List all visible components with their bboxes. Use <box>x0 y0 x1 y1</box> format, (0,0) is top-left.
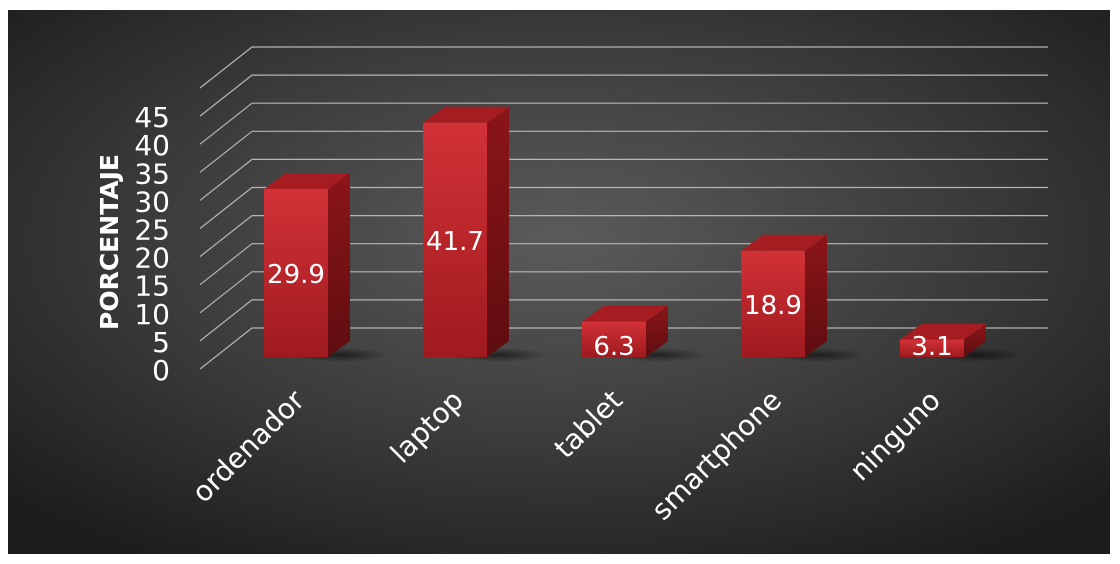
gridline <box>199 158 1048 201</box>
chart-frame: 0 5 10 15 20 25 30 35 40 45 PORCENTAJE 29.9 41.7 6.… <box>8 10 1110 554</box>
gridline <box>199 74 1048 117</box>
bar-front <box>900 339 964 357</box>
y-axis-label: PORCENTAJE <box>95 154 124 330</box>
gridline <box>199 102 1048 145</box>
bar-front <box>741 250 805 357</box>
gridline <box>199 186 1048 229</box>
chart-background <box>8 10 1110 554</box>
bar-laptop <box>423 106 509 358</box>
y-tick-label: 45 <box>134 101 170 134</box>
data-labels: 29.9 41.7 6.3 18.9 3.1 <box>267 227 953 362</box>
gridline <box>199 46 1048 89</box>
bar-ordenador <box>264 172 350 357</box>
data-label: 41.7 <box>426 227 484 257</box>
bar-top <box>423 106 509 123</box>
y-tick-label: 40 <box>134 129 170 162</box>
bar-top <box>900 323 986 340</box>
bar-side <box>487 106 509 358</box>
bar-top <box>582 305 668 322</box>
y-tick-label: 0 <box>152 354 170 387</box>
y-tick-label: 10 <box>134 298 170 331</box>
data-label: 29.9 <box>267 260 325 290</box>
data-label: 18.9 <box>744 291 802 321</box>
y-tick-label: 20 <box>134 242 170 275</box>
y-tick-label: 5 <box>152 326 170 359</box>
bar-smartphone <box>741 234 827 357</box>
bar-side <box>805 234 827 357</box>
bar-front <box>423 122 487 357</box>
bar-tablet <box>582 305 668 357</box>
gridline <box>199 130 1048 173</box>
bar-side <box>964 323 986 357</box>
bar-ninguno <box>900 323 986 357</box>
y-tick-label: 25 <box>134 214 170 247</box>
bars <box>264 106 986 358</box>
bar-side <box>328 172 350 357</box>
bar-side <box>646 305 668 357</box>
bar-top <box>741 234 827 251</box>
gridline <box>199 215 1048 258</box>
data-label: 6.3 <box>593 332 634 362</box>
y-tick-label: 35 <box>134 157 170 190</box>
y-tick-label: 15 <box>134 270 170 303</box>
bar-front <box>582 321 646 357</box>
data-label: 3.1 <box>911 332 952 362</box>
bar-front <box>264 188 328 357</box>
gridlines <box>199 46 1048 370</box>
y-tick-label: 30 <box>134 185 170 218</box>
bar-top <box>264 172 350 189</box>
